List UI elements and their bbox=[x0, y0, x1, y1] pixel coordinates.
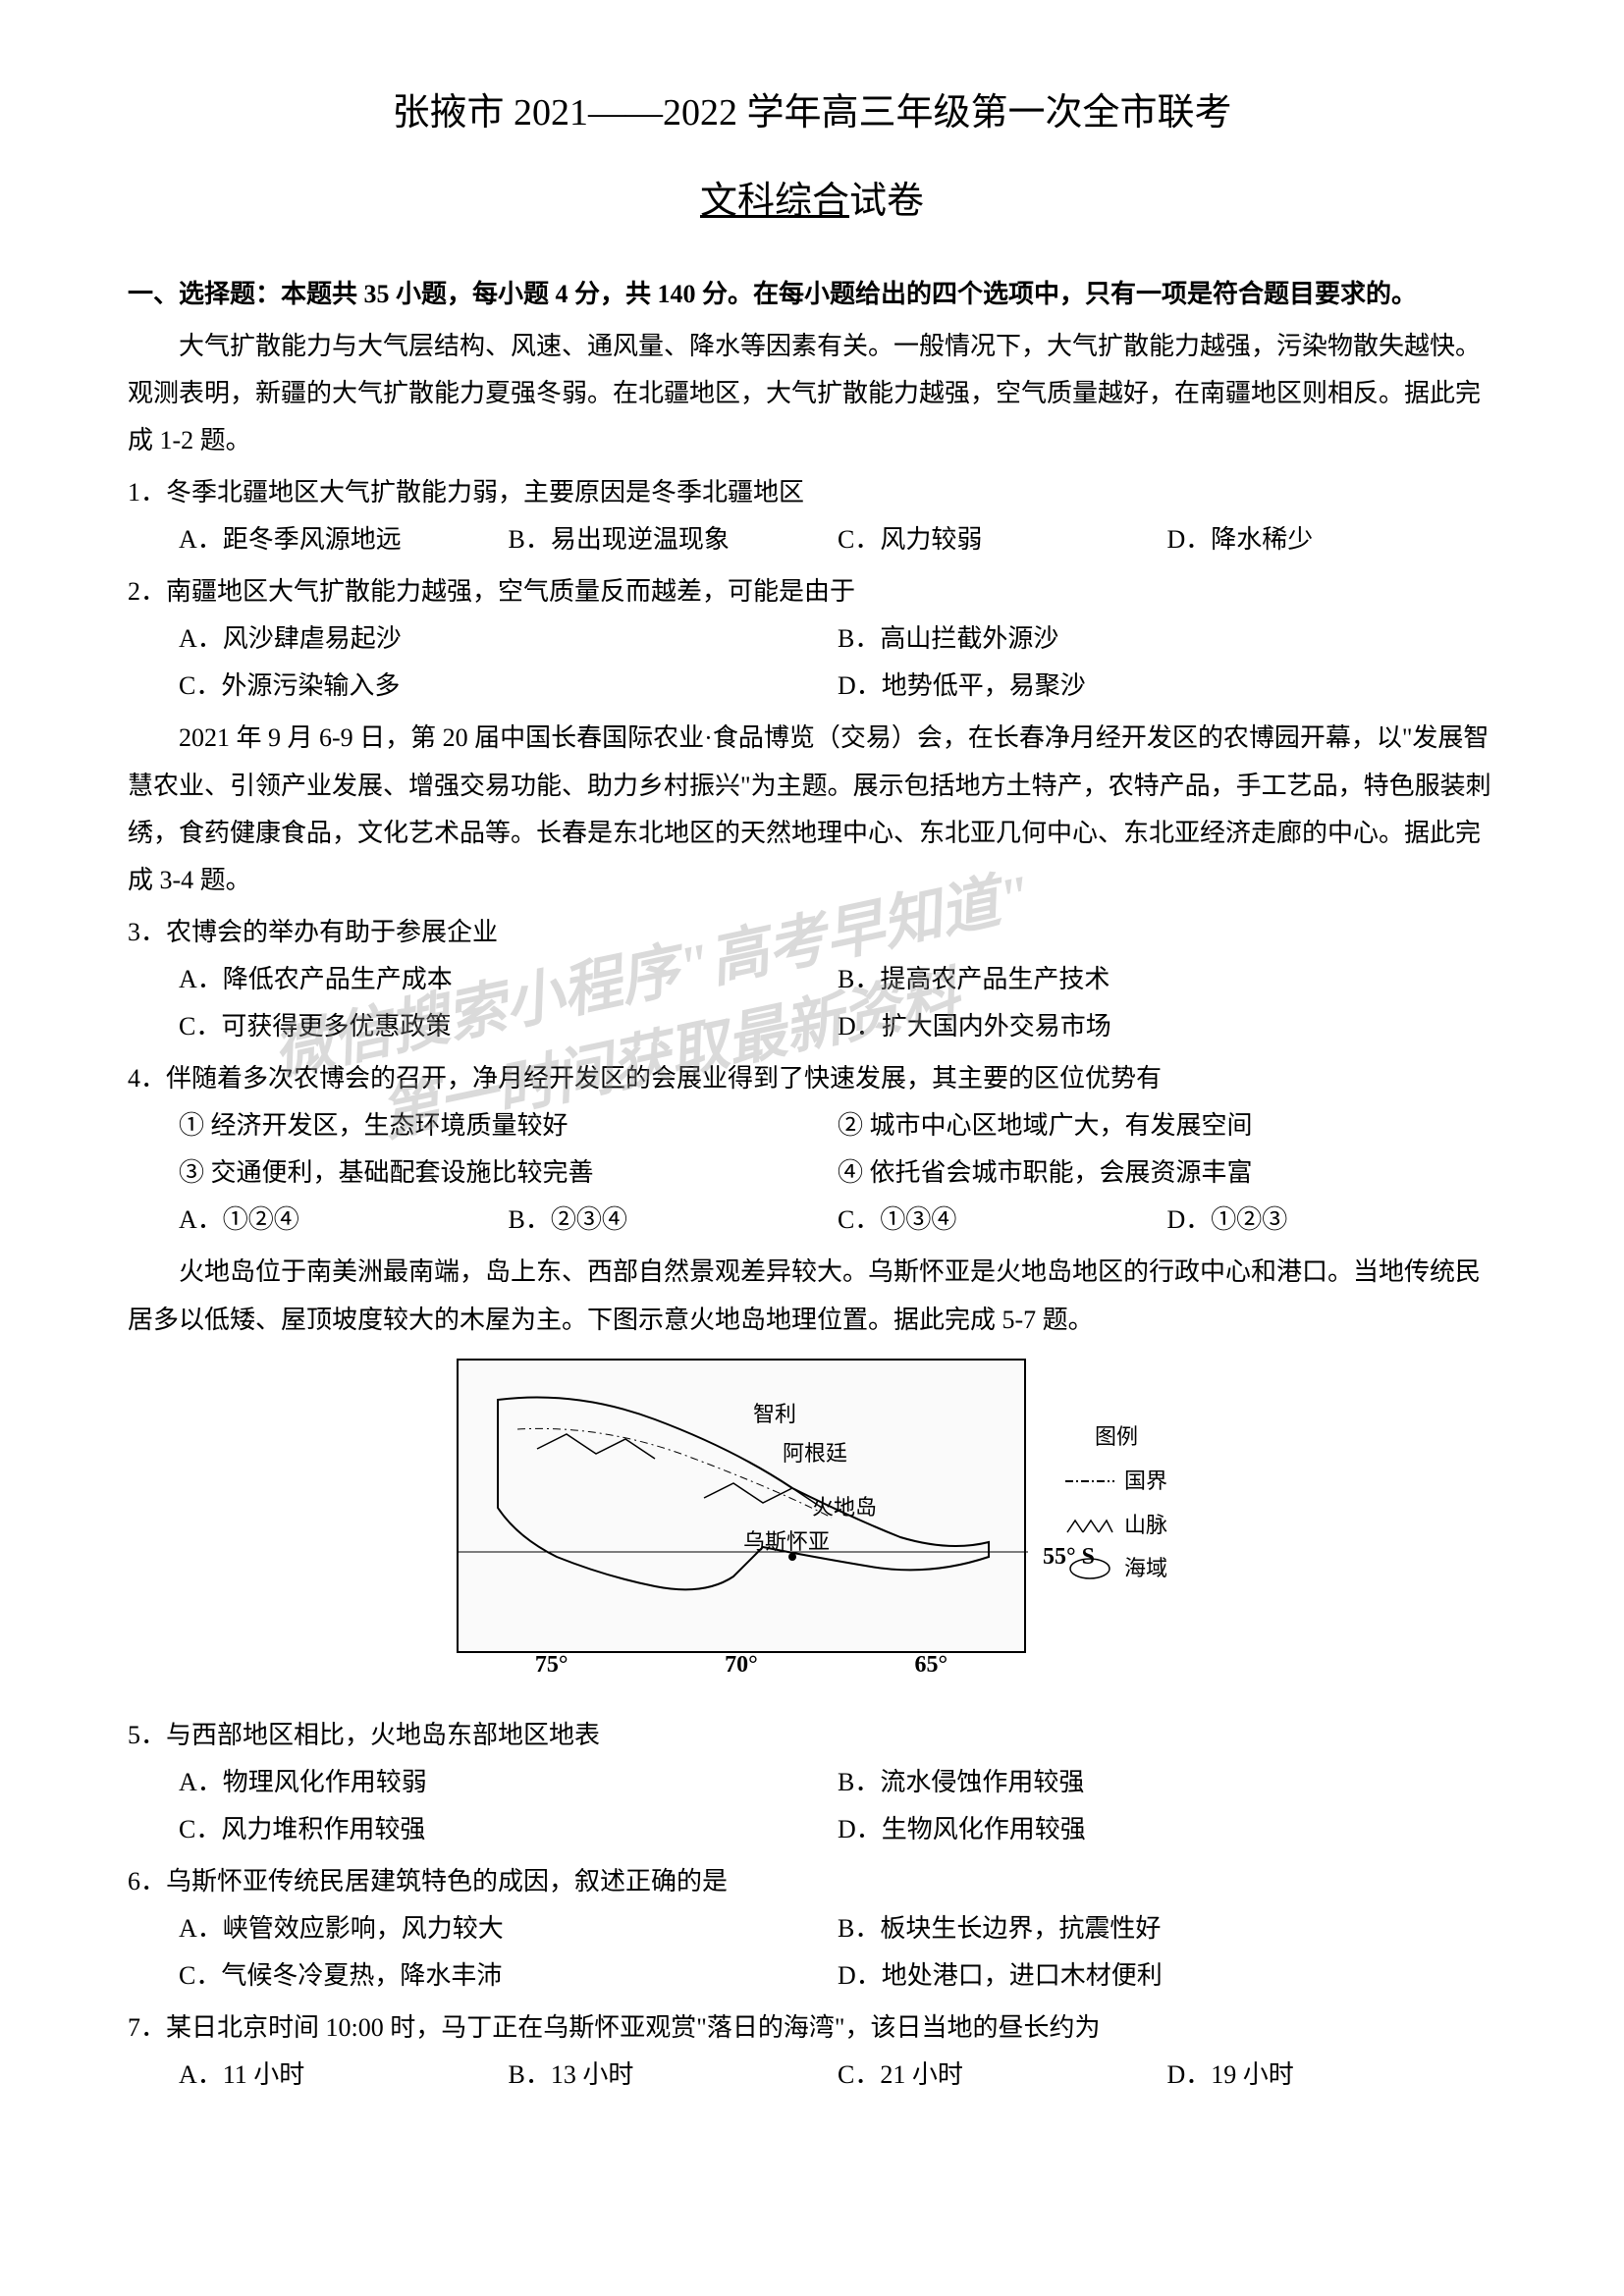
q5-opt-b: B．流水侵蚀作用较强 bbox=[838, 1759, 1496, 1806]
q2-opt-a: A．风沙肆虐易起沙 bbox=[179, 615, 838, 663]
q7-opt-d: D．19 小时 bbox=[1167, 2052, 1497, 2099]
page-subtitle: 文科综合试卷 bbox=[128, 167, 1496, 236]
subtitle-underline: 文科综合 bbox=[700, 181, 849, 222]
question-3-options: A．降低农产品生产成本 B．提高农产品生产技术 C．可获得更多优惠政策 D．扩大… bbox=[128, 956, 1496, 1050]
legend-border: 国界 bbox=[1065, 1462, 1167, 1501]
question-4-circled: ① 经济开发区，生态环境质量较好 ② 城市中心区地域广大，有发展空间 ③ 交通便… bbox=[128, 1102, 1496, 1197]
subtitle-rest: 试卷 bbox=[849, 181, 924, 222]
legend-border-label: 国界 bbox=[1124, 1462, 1167, 1501]
question-6-options: A．峡管效应影响，风力较大 B．板块生长边界，抗震性好 C．气候冬冷夏热，降水丰… bbox=[128, 1905, 1496, 2000]
q3-opt-a: A．降低农产品生产成本 bbox=[179, 956, 838, 1003]
lon-3: 65° bbox=[915, 1643, 948, 1686]
question-5-options: A．物理风化作用较弱 B．流水侵蚀作用较强 C．风力堆积作用较强 D．生物风化作… bbox=[128, 1759, 1496, 1853]
q5-opt-d: D．生物风化作用较强 bbox=[838, 1806, 1496, 1853]
q2-opt-c: C．外源污染输入多 bbox=[179, 663, 838, 710]
q4-circ-1: ① 经济开发区，生态环境质量较好 bbox=[179, 1102, 838, 1149]
passage-2: 2021 年 9 月 6-9 日，第 20 届中国长春国际农业·食品博览（交易）… bbox=[128, 715, 1496, 903]
question-1-options: A．距冬季风源地远 B．易出现逆温现象 C．风力较弱 D．降水稀少 bbox=[128, 516, 1496, 563]
q1-opt-c: C．风力较弱 bbox=[838, 516, 1167, 563]
q3-opt-c: C．可获得更多优惠政策 bbox=[179, 1003, 838, 1050]
passage-3: 火地岛位于南美洲最南端，岛上东、西部自然景观差异较大。乌斯怀亚是火地岛地区的行政… bbox=[128, 1249, 1496, 1343]
map-lat-label: 55° S bbox=[1043, 1535, 1095, 1578]
mountain-icon bbox=[1065, 1513, 1114, 1536]
q6-opt-c: C．气候冬冷夏热，降水丰沛 bbox=[179, 1952, 838, 2000]
question-7-stem: 7．某日北京时间 10:00 时，马丁正在乌斯怀亚观赏"落日的海湾"，该日当地的… bbox=[128, 2004, 1496, 2052]
q3-opt-b: B．提高农产品生产技术 bbox=[838, 956, 1496, 1003]
legend-mountain-label: 山脉 bbox=[1124, 1506, 1167, 1545]
q4-circ-2: ② 城市中心区地域广大，有发展空间 bbox=[838, 1102, 1496, 1149]
map-label-chile: 智利 bbox=[753, 1395, 796, 1435]
q7-opt-b: B．13 小时 bbox=[509, 2052, 839, 2099]
question-7-options: A．11 小时 B．13 小时 C．21 小时 D．19 小时 bbox=[128, 2052, 1496, 2099]
question-4-stem: 4．伴随着多次农博会的召开，净月经开发区的会展业得到了快速发展，其主要的区位优势… bbox=[128, 1055, 1496, 1102]
q1-opt-b: B．易出现逆温现象 bbox=[509, 516, 839, 563]
section-header: 一、选择题：本题共 35 小题，每小题 4 分，共 140 分。在每小题给出的四… bbox=[128, 271, 1496, 318]
lon-2: 70° bbox=[725, 1643, 758, 1686]
map-figure: 智利 阿根廷 火地岛 乌斯怀亚 55° S 75° 70° 65° 图例 国界 … bbox=[128, 1359, 1496, 1653]
question-2-stem: 2．南疆地区大气扩散能力越强，空气质量反而越差，可能是由于 bbox=[128, 568, 1496, 615]
q4-circ-4: ④ 依托省会城市职能，会展资源丰富 bbox=[838, 1149, 1496, 1197]
q1-opt-a: A．距冬季风源地远 bbox=[179, 516, 509, 563]
question-4-options: A．①②④ B．②③④ C．①③④ D．①②③ bbox=[128, 1197, 1496, 1244]
q5-opt-c: C．风力堆积作用较强 bbox=[179, 1806, 838, 1853]
question-1-stem: 1．冬季北疆地区大气扩散能力弱，主要原因是冬季北疆地区 bbox=[128, 469, 1496, 516]
legend-sea-label: 海域 bbox=[1124, 1549, 1167, 1588]
q4-circ-3: ③ 交通便利，基础配套设施比较完善 bbox=[179, 1149, 838, 1197]
question-3-stem: 3．农博会的举办有助于参展企业 bbox=[128, 909, 1496, 956]
map-box: 智利 阿根廷 火地岛 乌斯怀亚 bbox=[457, 1359, 1026, 1653]
q4-opt-d: D．①②③ bbox=[1167, 1197, 1497, 1244]
q4-opt-c: C．①③④ bbox=[838, 1197, 1167, 1244]
q3-opt-d: D．扩大国内外交易市场 bbox=[838, 1003, 1496, 1050]
q2-opt-d: D．地势低平，易聚沙 bbox=[838, 663, 1496, 710]
q6-opt-a: A．峡管效应影响，风力较大 bbox=[179, 1905, 838, 1952]
passage-1: 大气扩散能力与大气层结构、风速、通风量、降水等因素有关。一般情况下，大气扩散能力… bbox=[128, 323, 1496, 464]
map-svg bbox=[459, 1361, 1028, 1655]
q1-opt-d: D．降水稀少 bbox=[1167, 516, 1497, 563]
lon-1: 75° bbox=[535, 1643, 568, 1686]
question-6-stem: 6．乌斯怀亚传统民居建筑特色的成因，叙述正确的是 bbox=[128, 1858, 1496, 1905]
question-2-options: A．风沙肆虐易起沙 B．高山拦截外源沙 C．外源污染输入多 D．地势低平，易聚沙 bbox=[128, 615, 1496, 710]
page-title: 张掖市 2021——2022 学年高三年级第一次全市联考 bbox=[128, 79, 1496, 147]
q4-opt-a: A．①②④ bbox=[179, 1197, 509, 1244]
question-5-stem: 5．与西部地区相比，火地岛东部地区地表 bbox=[128, 1712, 1496, 1759]
map-label-ushuaia: 乌斯怀亚 bbox=[743, 1522, 830, 1563]
map-lon-labels: 75° 70° 65° bbox=[457, 1643, 1026, 1686]
q2-opt-b: B．高山拦截外源沙 bbox=[838, 615, 1496, 663]
q5-opt-a: A．物理风化作用较弱 bbox=[179, 1759, 838, 1806]
map-label-argentina: 阿根廷 bbox=[783, 1434, 847, 1474]
border-icon bbox=[1065, 1469, 1114, 1493]
q7-opt-c: C．21 小时 bbox=[838, 2052, 1167, 2099]
q6-opt-d: D．地处港口，进口木材便利 bbox=[838, 1952, 1496, 2000]
q4-opt-b: B．②③④ bbox=[509, 1197, 839, 1244]
q7-opt-a: A．11 小时 bbox=[179, 2052, 509, 2099]
legend-title: 图例 bbox=[1065, 1417, 1167, 1457]
q6-opt-b: B．板块生长边界，抗震性好 bbox=[838, 1905, 1496, 1952]
